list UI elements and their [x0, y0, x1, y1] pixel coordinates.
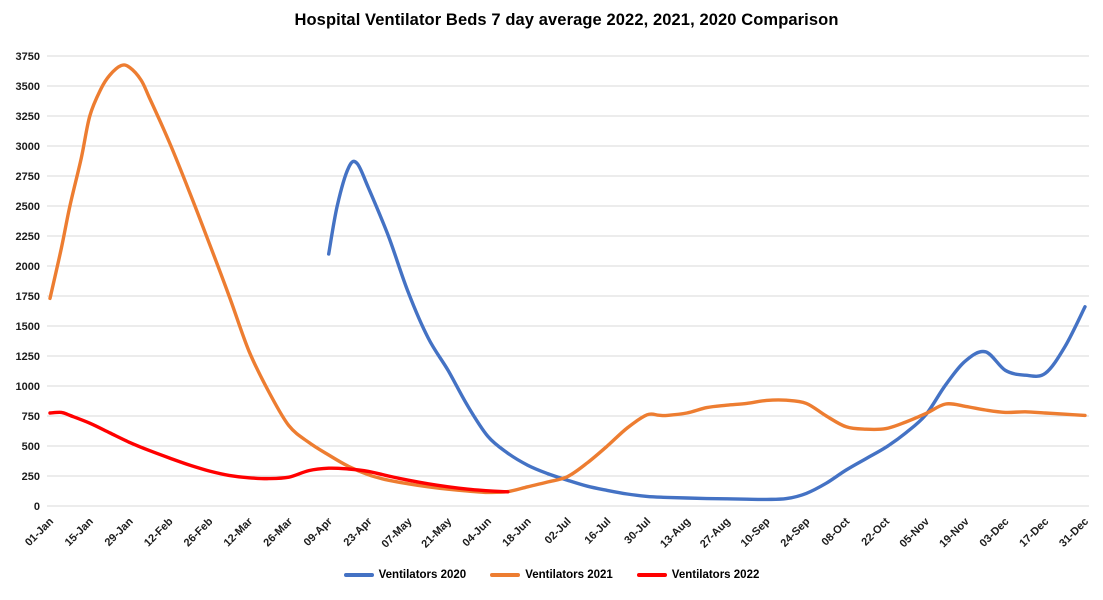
legend-label-2021: Ventilators 2021 [525, 569, 613, 581]
x-axis-tick-label: 10-Sep [739, 515, 773, 549]
x-axis-tick-label: 29-Jan [103, 515, 136, 548]
x-axis-tick-label: 13-Aug [658, 516, 693, 551]
x-axis-tick-label: 03-Dec [978, 516, 1012, 550]
y-axis-tick-label: 3000 [16, 141, 40, 153]
y-axis-tick-label: 3250 [16, 111, 40, 123]
x-axis-tick-label: 09-Apr [302, 515, 336, 549]
x-axis-tick-label: 12-Feb [142, 515, 176, 549]
y-axis-tick-label: 1500 [16, 321, 40, 333]
y-axis-tick-label: 750 [22, 411, 40, 423]
x-axis-tick-label: 02-Jul [543, 516, 574, 547]
legend-swatch-2020 [343, 573, 374, 577]
x-axis-tick-label: 12-Mar [222, 515, 256, 549]
x-axis-tick-label: 16-Jul [582, 516, 613, 547]
x-axis-tick-label: 26-Feb [182, 515, 216, 549]
legend-item-ventilators-2021: Ventilators 2021 [490, 569, 613, 581]
series-line-ventilators-2020 [327, 159, 1087, 502]
y-axis-tick-label: 2000 [16, 261, 40, 273]
legend-label-2022: Ventilators 2022 [671, 569, 760, 581]
y-axis-tick-label: 3500 [16, 81, 40, 93]
x-axis-tick-label: 08-Oct [820, 515, 853, 548]
x-axis-tick-label: 05-Nov [897, 515, 932, 550]
x-axis-tick-label: 24-Sep [778, 515, 812, 549]
x-axis-tick-label: 18-Jun [500, 515, 534, 549]
legend: Ventilators 2020 Ventilators 2021 Ventil… [0, 569, 1103, 581]
y-axis-tick-label: 2500 [16, 201, 40, 213]
y-axis-tick-label: 2250 [16, 231, 40, 243]
x-axis-tick-label: 26-Mar [261, 515, 295, 549]
legend-label-2020: Ventilators 2020 [378, 569, 467, 581]
y-axis-tick-label: 500 [22, 441, 40, 453]
x-axis-tick-label: 30-Jul [622, 516, 653, 547]
legend-item-ventilators-2022: Ventilators 2022 [636, 569, 760, 581]
x-axis-tick-label: 27-Aug [698, 516, 733, 551]
x-axis-tick-label: 19-Nov [937, 515, 972, 550]
y-axis-tick-label: 1250 [16, 351, 40, 363]
x-axis-tick-label: 31-Dec [1057, 516, 1091, 550]
y-axis-tick-label: 1750 [16, 291, 40, 303]
legend-swatch-2021 [490, 573, 521, 577]
x-axis-tick-label: 21-May [419, 515, 454, 550]
x-axis-tick-label: 07-May [380, 515, 415, 550]
legend-item-ventilators-2020: Ventilators 2020 [343, 569, 467, 581]
series-line-ventilators-2022 [48, 410, 510, 494]
y-axis-tick-label: 250 [22, 471, 40, 483]
x-axis-tick-label: 23-Apr [341, 515, 375, 549]
x-axis-tick-label: 22-Oct [859, 515, 892, 548]
y-axis-tick-label: 3750 [16, 51, 40, 63]
x-axis-tick-label: 15-Jan [63, 515, 96, 548]
x-axis-tick-label: 01-Jan [23, 515, 56, 548]
x-axis-tick-label: 17-Dec [1017, 516, 1051, 550]
x-axis-tick-label: 04-Jun [460, 515, 494, 549]
y-axis-tick-label: 1000 [16, 381, 40, 393]
legend-swatch-2022 [636, 573, 667, 577]
y-axis-tick-label: 2750 [16, 171, 40, 183]
y-axis-tick-label: 0 [34, 501, 40, 513]
series-line-ventilators-2021 [48, 63, 1087, 495]
chart-title: Hospital Ventilator Beds 7 day average 2… [294, 11, 839, 29]
